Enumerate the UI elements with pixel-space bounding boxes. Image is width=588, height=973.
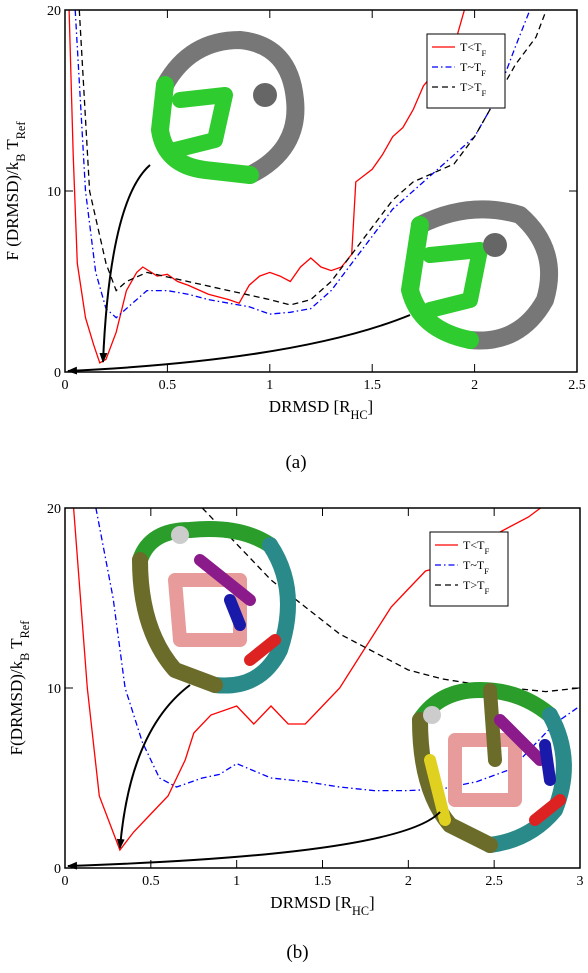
label-part: F(DRMSD)/k bbox=[7, 660, 26, 755]
x-axis-label: DRMSD [RHC] bbox=[269, 397, 373, 422]
label-part: F bbox=[481, 48, 486, 58]
x-tick-label: 0 bbox=[62, 378, 69, 393]
label-part: F bbox=[481, 68, 486, 78]
x-tick-label: 2 bbox=[471, 378, 478, 393]
label-part: F bbox=[484, 586, 489, 596]
label-part: F bbox=[484, 566, 489, 576]
x-tick-label: 2.5 bbox=[568, 378, 586, 393]
arrow bbox=[68, 315, 410, 371]
label-part: Ref bbox=[18, 620, 32, 639]
label-part: T>T bbox=[460, 80, 482, 94]
y-tick-label: 10 bbox=[47, 682, 61, 697]
caption: (b) bbox=[286, 942, 308, 963]
molecule-a2 bbox=[410, 209, 549, 340]
x-tick-label: 1 bbox=[233, 874, 240, 889]
label-part: T bbox=[3, 139, 22, 154]
label-part: HC bbox=[352, 904, 369, 918]
x-tick-label: 0.5 bbox=[142, 874, 160, 889]
label-part: B bbox=[18, 653, 32, 661]
y-axis-label: F(DRMSD)/kB TRef bbox=[7, 620, 32, 756]
arrow bbox=[120, 685, 190, 848]
label-part: Ref bbox=[14, 121, 28, 140]
y-tick-label: 0 bbox=[54, 862, 61, 877]
label-part: B bbox=[14, 154, 28, 162]
series-line bbox=[69, 10, 464, 363]
y-tick-label: 10 bbox=[47, 185, 61, 200]
label-part: T<T bbox=[463, 538, 485, 552]
caption: (a) bbox=[285, 452, 306, 473]
page: {"chart_data": [ {"type": "line", "capti… bbox=[0, 0, 588, 973]
x-tick-label: 0.5 bbox=[159, 378, 177, 393]
x-tick-label: 3 bbox=[577, 874, 584, 889]
x-tick-label: 1.5 bbox=[314, 874, 332, 889]
x-tick-label: 2 bbox=[405, 874, 412, 889]
label-part: T~T bbox=[460, 60, 482, 74]
label-part: ] bbox=[368, 397, 374, 416]
x-tick-label: 1 bbox=[266, 378, 273, 393]
label-part: T>T bbox=[463, 578, 485, 592]
y-tick-label: 20 bbox=[47, 4, 61, 19]
x-tick-label: 2.5 bbox=[485, 874, 503, 889]
y-tick-label: 20 bbox=[47, 502, 61, 517]
label-part: T bbox=[7, 638, 26, 653]
label-part: T~T bbox=[463, 558, 485, 572]
molecule-b2 bbox=[420, 690, 564, 845]
label-part: DRMSD [R bbox=[270, 893, 352, 912]
label-part: F (DRMSD)/k bbox=[3, 161, 22, 260]
x-tick-label: 1.5 bbox=[363, 378, 381, 393]
label-part: T<T bbox=[460, 40, 482, 54]
label-part: HC bbox=[351, 408, 368, 422]
x-axis-label: DRMSD [RHC] bbox=[270, 893, 374, 918]
molecule-b1 bbox=[140, 526, 288, 686]
x-tick-label: 0 bbox=[62, 874, 69, 889]
y-tick-label: 0 bbox=[54, 366, 61, 381]
label-part: ] bbox=[369, 893, 375, 912]
label-part: F bbox=[481, 88, 486, 98]
label-part: DRMSD [R bbox=[269, 397, 351, 416]
molecule-a1 bbox=[160, 40, 295, 175]
arrow bbox=[103, 165, 150, 362]
y-axis-label: F (DRMSD)/kB TRef bbox=[3, 121, 28, 261]
figure: 00.511.522.501020T<TFT~TFT>TFDRMSD [RHC]… bbox=[0, 0, 588, 973]
label-part: F bbox=[484, 546, 489, 556]
